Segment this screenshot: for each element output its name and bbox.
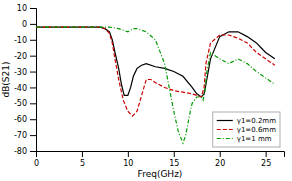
tick: -80 (14, 147, 36, 156)
tick-label: -10 (14, 36, 27, 45)
legend-swatch (217, 138, 233, 139)
tick-label: -70 (14, 131, 27, 140)
tick-label: -40 (14, 84, 27, 93)
tick: -50 (14, 99, 36, 108)
legend-swatch (217, 129, 233, 130)
tick: 10 (123, 151, 133, 168)
tick-mark (30, 24, 36, 25)
legend: γ1=0.2mmγ1=0.6mmγ1=1 mm (213, 112, 280, 147)
tick-mark (266, 151, 267, 157)
tick-label: -20 (14, 52, 27, 61)
plot: 0 5 10 15 20 25 10 0 -10 -20 -30 -40 -50 -60 -70 -80 γ1=… (14, 4, 285, 168)
series-line (36, 27, 275, 97)
legend-label: γ1=1 mm (237, 135, 272, 143)
x-axis-title: Freq(GHz) (138, 169, 183, 179)
legend-label: γ1=0.6mm (237, 126, 276, 134)
tick-mark (174, 151, 175, 157)
tick-label: 10 (123, 159, 133, 168)
tick: 0 (34, 151, 39, 168)
tick: 10 (17, 4, 36, 13)
tick-mark (30, 72, 36, 73)
tick: 20 (215, 151, 225, 168)
axis-line (30, 9, 37, 152)
tick-mark (30, 40, 36, 41)
tick-label: -80 (14, 147, 27, 156)
tick-label: 10 (17, 4, 27, 13)
y-axis-title: dB(S21) (1, 61, 11, 97)
chart: 0 5 10 15 20 25 10 0 -10 -20 -30 -40 -50 -60 -70 -80 γ1=… (0, 0, 292, 181)
legend-entry: γ1=1 mm (217, 135, 272, 143)
tick: 25 (261, 151, 271, 168)
tick-mark (220, 151, 221, 157)
tick-mark (128, 151, 129, 157)
tick: -60 (14, 115, 36, 124)
tick-label: -30 (14, 68, 27, 77)
y-axis: 10 0 -10 -20 -30 -40 -50 -60 -70 -80 (14, 4, 37, 156)
legend-entry: γ1=0.2mm (217, 117, 276, 125)
tick-mark (30, 8, 36, 9)
tick-mark (30, 151, 36, 152)
tick: -20 (14, 52, 36, 61)
tick-label: 0 (22, 20, 27, 29)
tick: 15 (169, 151, 179, 168)
tick: 5 (80, 151, 85, 168)
tick: -70 (14, 131, 36, 140)
tick: -30 (14, 68, 36, 77)
legend-box (213, 112, 280, 147)
legend-entry: γ1=0.6mm (217, 126, 276, 134)
tick-label: -60 (14, 115, 27, 124)
x-axis: 0 5 10 15 20 25 (34, 151, 285, 168)
tick-label: 20 (215, 159, 225, 168)
tick-mark (30, 103, 36, 104)
tick-mark (30, 119, 36, 120)
tick-label: 25 (261, 159, 271, 168)
legend-label: γ1=0.2mm (237, 117, 276, 125)
series-line (36, 27, 275, 116)
tick-mark (30, 135, 36, 136)
axis-line (37, 152, 285, 158)
tick-label: -50 (14, 99, 27, 108)
tick-label: 15 (169, 159, 179, 168)
tick-mark (30, 87, 36, 88)
tick-label: 0 (34, 159, 39, 168)
tick-mark (82, 151, 83, 157)
legend-swatch (217, 120, 233, 121)
tick-mark (30, 56, 36, 57)
tick-label: 5 (80, 159, 85, 168)
tick: -10 (14, 36, 36, 45)
tick: 0 (22, 20, 36, 29)
tick: -40 (14, 84, 36, 93)
